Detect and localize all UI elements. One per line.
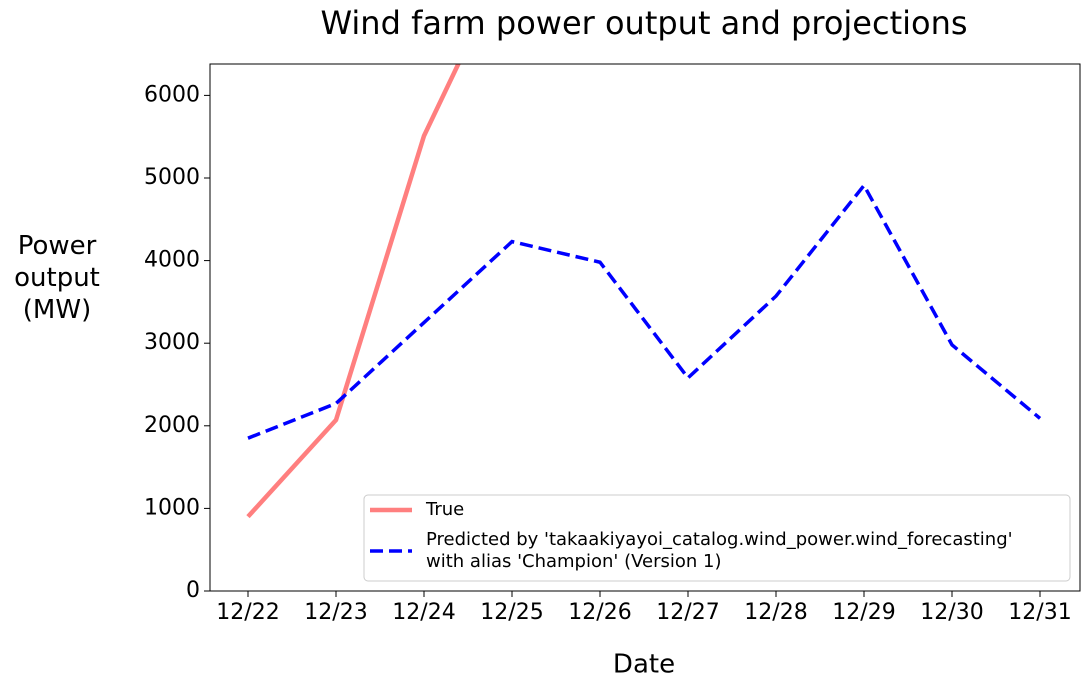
x-tick-label: 12/29 <box>832 600 895 625</box>
y-tick-label: 6000 <box>144 82 200 107</box>
x-tick-label: 12/26 <box>568 600 631 625</box>
y-tick-label: 0 <box>186 578 200 603</box>
chart-title: Wind farm power output and projections <box>320 4 967 42</box>
y-tick-label: 4000 <box>144 248 200 273</box>
legend-label: True <box>426 499 465 520</box>
x-tick-label: 12/24 <box>392 600 455 625</box>
y-tick-label: 3000 <box>144 330 200 355</box>
data-line <box>246 64 461 519</box>
y-tick-label: 5000 <box>144 165 200 190</box>
x-tick-label: 12/23 <box>304 600 367 625</box>
x-tick-label: 12/30 <box>920 600 983 625</box>
x-tick-label: 12/31 <box>1008 600 1071 625</box>
x-tick-label: 12/27 <box>656 600 719 625</box>
plot-frame <box>209 63 1081 592</box>
x-tick-label: 12/28 <box>744 600 807 625</box>
x-tick-label: 12/22 <box>216 600 279 625</box>
legend-box <box>363 494 1071 582</box>
y-tick-label: 1000 <box>144 495 200 520</box>
x-tick-label: 12/25 <box>480 600 543 625</box>
x-axis-label: Date <box>613 650 675 680</box>
y-tick-label: 2000 <box>144 413 200 438</box>
data-line <box>247 182 1042 440</box>
legend-label: Predicted by 'takaakiyayoi_catalog.wind_… <box>426 529 1013 572</box>
y-axis-label: Power output (MW) <box>14 231 100 325</box>
